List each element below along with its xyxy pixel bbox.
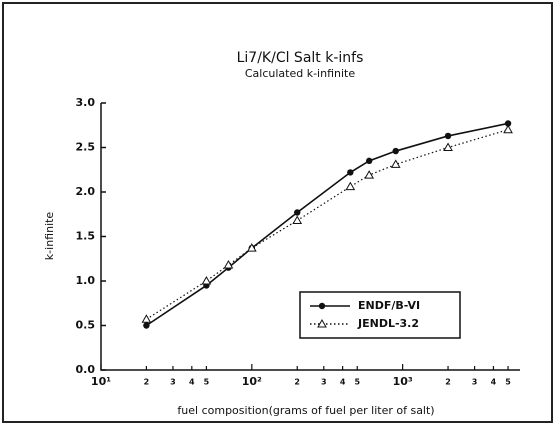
point	[292, 215, 303, 224]
x-tick-label: 3	[321, 378, 327, 387]
y-tick-label: 1.0	[76, 274, 96, 287]
point	[392, 147, 399, 155]
chart-subtitle: Calculated k-infinite	[245, 67, 355, 80]
point	[444, 132, 452, 140]
x-tick-label: 10²	[242, 375, 262, 388]
x-tick-label: 2	[144, 378, 150, 387]
y-tick-label: 1.5	[76, 230, 96, 243]
legend-label: JENDL-3.2	[357, 317, 419, 330]
point	[141, 314, 152, 323]
point	[201, 275, 212, 285]
point	[364, 170, 375, 179]
x-tick-label: 5	[505, 378, 511, 387]
point	[223, 259, 234, 269]
y-axis-label: k-infinite	[43, 212, 56, 261]
legend-box	[299, 291, 461, 339]
x-tick-label: 5	[204, 378, 210, 387]
legend: ENDF/B-VI JENDL-3.2	[299, 291, 461, 339]
x-tick-label: 5	[354, 378, 360, 387]
y-tick-label: 2.0	[76, 185, 96, 198]
x-tick-label: 10³	[393, 375, 413, 388]
point	[390, 159, 401, 168]
point	[345, 181, 356, 191]
y-tick-label: 3.0	[76, 96, 96, 109]
legend-marker	[318, 302, 326, 310]
point	[294, 209, 301, 216]
y-tick-label: 0.0	[76, 363, 96, 376]
x-tick-label: 3	[472, 378, 478, 387]
y-tick-label: 0.5	[76, 319, 96, 332]
x-tick-label: 4	[189, 378, 195, 387]
x-tick-label: 2	[445, 378, 451, 387]
legend-label: ENDF/B-VI	[358, 299, 420, 312]
y-tick-label: 2.5	[76, 141, 96, 154]
x-tick-label: 4	[491, 378, 497, 387]
series	[141, 124, 513, 323]
x-tick-label: 10¹	[91, 375, 111, 388]
series-line	[146, 129, 509, 320]
legend-marker	[317, 318, 327, 328]
x-tick-label: 2	[294, 378, 300, 387]
point	[246, 243, 257, 252]
point	[503, 124, 513, 134]
point	[504, 120, 512, 127]
point	[347, 169, 354, 176]
point	[143, 322, 150, 329]
point	[365, 157, 373, 165]
x-tick-label: 3	[170, 378, 176, 387]
x-axis-label: fuel composition(grams of fuel per liter…	[177, 404, 434, 417]
series-line	[145, 122, 509, 327]
chart-title: Li7/K/Cl Salt k-infs	[237, 50, 364, 66]
x-tick-label: 4	[340, 378, 346, 387]
point	[443, 142, 453, 151]
